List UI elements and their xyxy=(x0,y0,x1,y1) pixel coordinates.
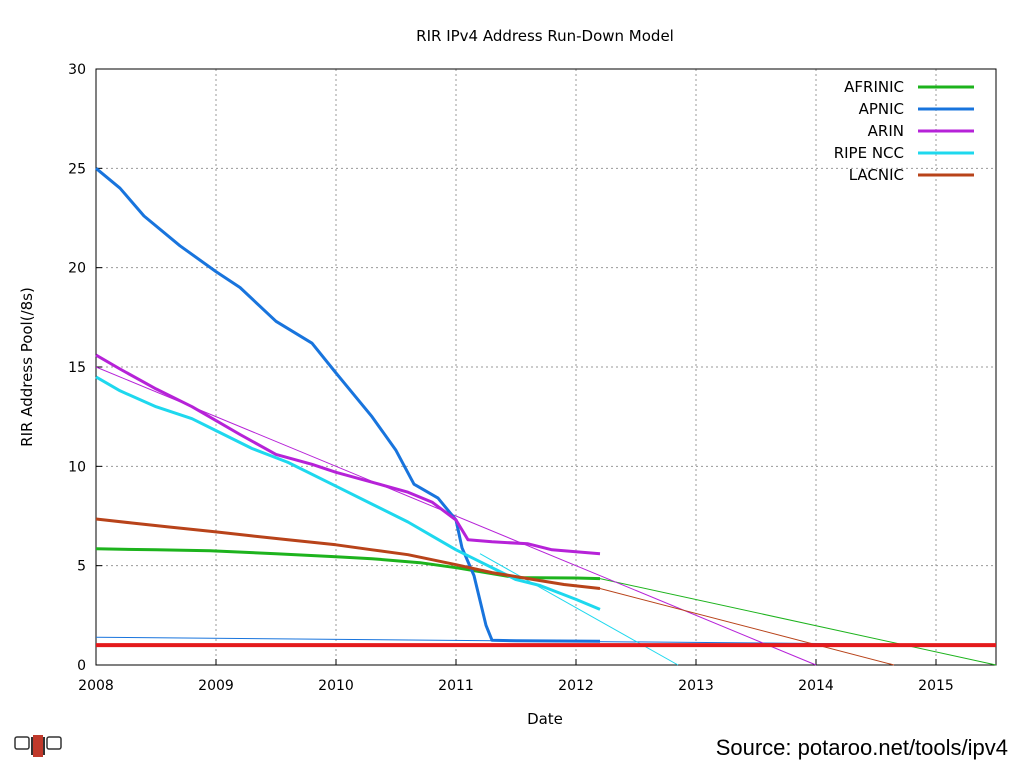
series-line-arin xyxy=(95,353,601,556)
y-axis: 0 5 10 15 20 25 30 xyxy=(68,62,102,674)
x-tick-label: 2012 xyxy=(558,678,594,694)
trend-line-lacnic xyxy=(599,588,895,666)
chart: 0 5 10 15 20 25 30 2008 2009 2010 2011 2012 2013 201… xyxy=(18,27,997,728)
legend: AFRINIC APNIC ARIN RIPE NCC LACNIC xyxy=(834,78,974,184)
legend-label: APNIC xyxy=(859,100,904,118)
y-tick-label: 20 xyxy=(68,261,86,277)
trend-line-arin xyxy=(95,366,817,666)
legend-label: AFRINIC xyxy=(844,78,904,96)
x-axis-label: Date xyxy=(527,710,563,728)
y-tick-label: 25 xyxy=(68,161,86,177)
y-tick-label: 0 xyxy=(77,658,86,674)
source-citation: Source: potaroo.net/tools/ipv4 xyxy=(715,735,1008,760)
x-tick-label: 2008 xyxy=(78,678,114,694)
chart-title: RIR IPv4 Address Run-Down Model xyxy=(416,27,674,45)
x-tick-label: 2011 xyxy=(438,678,474,694)
y-tick-label: 30 xyxy=(68,62,86,78)
trend-lines xyxy=(95,366,997,666)
legend-label: LACNIC xyxy=(849,166,904,184)
x-tick-label: 2010 xyxy=(318,678,354,694)
x-tick-label: 2014 xyxy=(798,678,834,694)
university-logo-icon xyxy=(14,734,62,764)
y-tick-label: 10 xyxy=(68,459,86,475)
y-axis-label: RIR Address Pool(/8s) xyxy=(18,287,36,447)
y-tick-label: 5 xyxy=(77,559,86,575)
series-line-apnic xyxy=(95,167,601,643)
legend-label: ARIN xyxy=(868,122,904,140)
series-line-lacnic xyxy=(95,517,601,590)
x-tick-label: 2015 xyxy=(918,678,954,694)
x-tick-label: 2013 xyxy=(678,678,714,694)
series-lines xyxy=(95,167,601,643)
trend-line-afrinic xyxy=(599,578,997,666)
series-line-ripe-ncc xyxy=(95,375,601,611)
x-axis: 2008 2009 2010 2011 2012 2013 2014 2015 xyxy=(78,659,954,694)
series-line-afrinic xyxy=(95,547,601,581)
x-tick-label: 2009 xyxy=(198,678,234,694)
y-tick-label: 15 xyxy=(68,360,86,376)
trend-line-ripe-ncc xyxy=(479,553,679,666)
legend-label: RIPE NCC xyxy=(834,144,904,162)
